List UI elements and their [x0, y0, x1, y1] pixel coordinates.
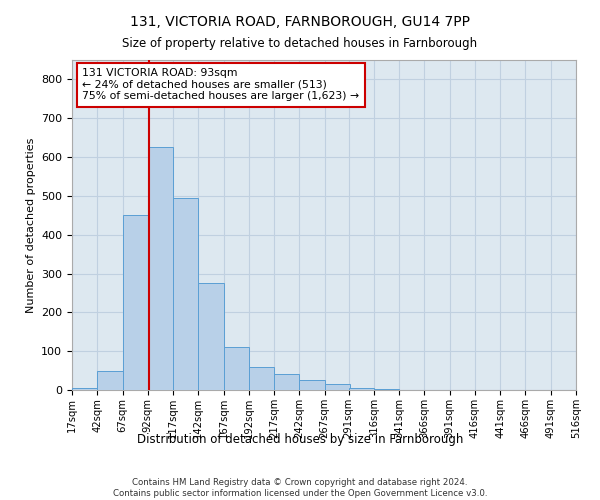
Bar: [224, 348, 249, 390]
Y-axis label: Number of detached properties: Number of detached properties: [26, 138, 35, 312]
Text: Contains HM Land Registry data © Crown copyright and database right 2024.
Contai: Contains HM Land Registry data © Crown c…: [113, 478, 487, 498]
Text: Distribution of detached houses by size in Farnborough: Distribution of detached houses by size …: [137, 432, 463, 446]
Bar: [274, 374, 299, 390]
Bar: [72, 388, 97, 390]
Bar: [374, 389, 399, 390]
Bar: [249, 366, 274, 390]
Bar: [198, 283, 224, 390]
Bar: [349, 388, 374, 390]
Text: 131 VICTORIA ROAD: 93sqm
← 24% of detached houses are smaller (513)
75% of semi-: 131 VICTORIA ROAD: 93sqm ← 24% of detach…: [82, 68, 359, 102]
Bar: [122, 216, 148, 390]
Bar: [173, 198, 198, 390]
Bar: [148, 148, 173, 390]
Bar: [97, 370, 122, 390]
Bar: [325, 384, 350, 390]
Text: Size of property relative to detached houses in Farnborough: Size of property relative to detached ho…: [122, 38, 478, 51]
Bar: [299, 380, 325, 390]
Text: 131, VICTORIA ROAD, FARNBOROUGH, GU14 7PP: 131, VICTORIA ROAD, FARNBOROUGH, GU14 7P…: [130, 15, 470, 29]
